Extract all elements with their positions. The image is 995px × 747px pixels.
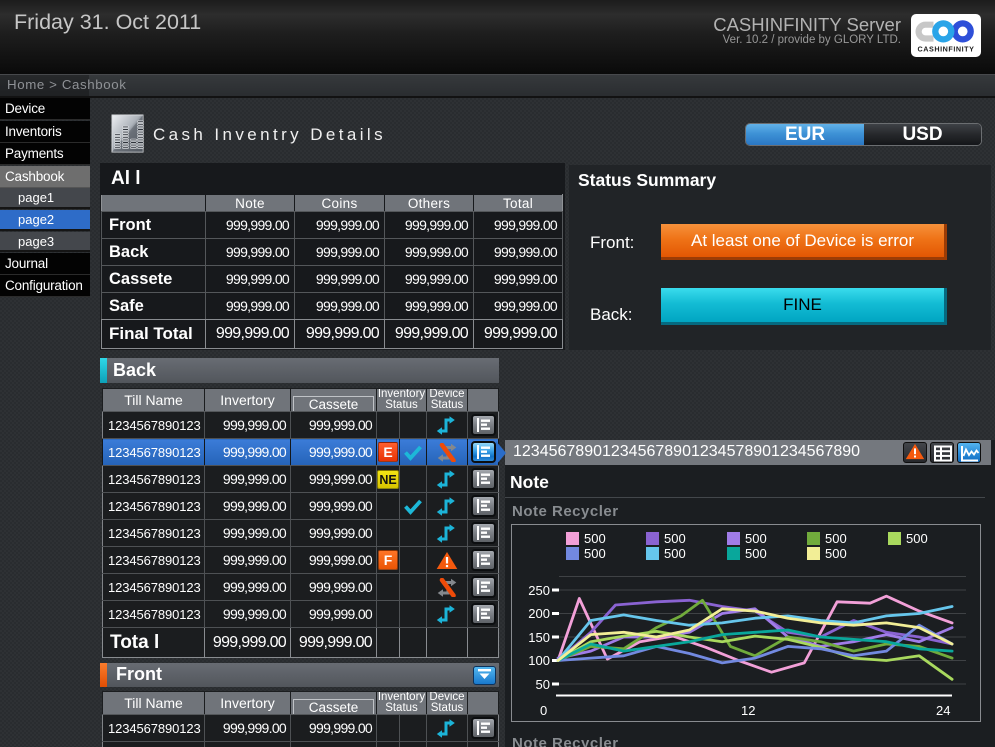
svg-text:CASHINFINITY: CASHINFINITY <box>918 45 975 54</box>
